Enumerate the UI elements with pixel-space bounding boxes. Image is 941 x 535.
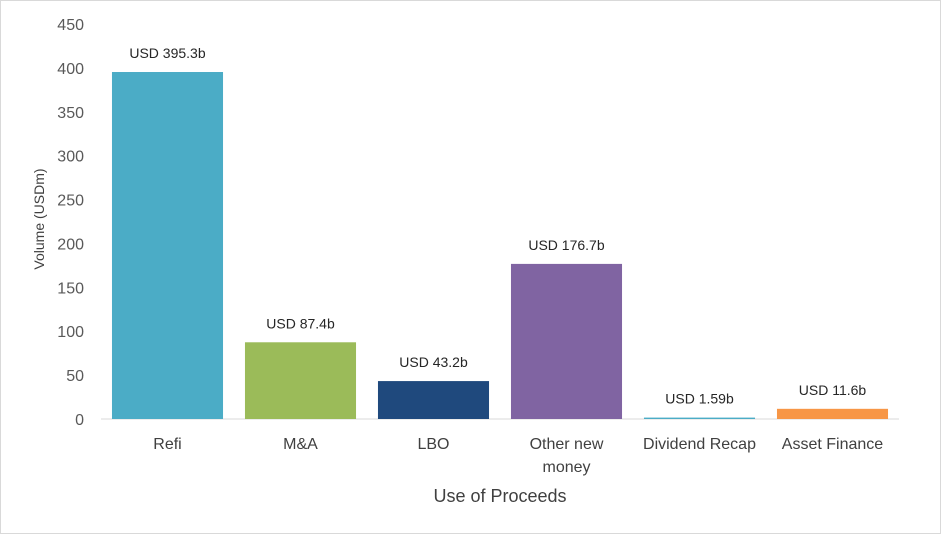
y-tick-label: 250 — [57, 193, 84, 210]
y-tick-label: 150 — [57, 280, 84, 297]
bar — [111, 72, 224, 420]
y-tick-label: 400 — [57, 61, 84, 78]
data-label: USD 11.6b — [799, 382, 867, 398]
x-category-label: Other new money — [530, 436, 604, 476]
x-category-label: Asset Finance — [782, 436, 883, 453]
x-category-label: Dividend Recap — [643, 436, 756, 453]
data-label: USD 1.59b — [665, 391, 734, 407]
x-category-label: LBO — [417, 436, 449, 453]
y-tick-label: 200 — [57, 236, 84, 253]
y-tick-label: 50 — [66, 368, 84, 385]
data-label: USD 395.3b — [129, 45, 205, 61]
x-category-label: M&A — [283, 436, 318, 453]
y-axis-title: Volume (USDm) — [31, 168, 47, 269]
y-tick-label: 100 — [57, 324, 84, 341]
bar — [377, 381, 490, 419]
bar — [776, 408, 889, 419]
y-tick-label: 300 — [57, 149, 84, 166]
data-label: USD 43.2b — [399, 354, 468, 370]
x-category-label: Refi — [153, 436, 181, 453]
bar — [510, 263, 623, 419]
data-labels: USD 395.3b USD 87.4b USD 43.2b USD 176.7b US… — [129, 45, 866, 407]
x-axis-categories: Refi M&A LBO Other new money Dividend Recap As… — [153, 436, 883, 476]
bar — [244, 342, 357, 419]
bars — [111, 72, 889, 420]
y-tick-label: 450 — [57, 17, 84, 34]
x-axis-title: Use of Proceeds — [433, 486, 566, 506]
y-tick-label: 350 — [57, 105, 84, 122]
bar — [643, 417, 756, 419]
y-tick-label: 0 — [75, 412, 84, 429]
data-label: USD 176.7b — [528, 237, 604, 253]
data-label: USD 87.4b — [266, 315, 335, 331]
y-axis-ticks: 0 50 100 150 200 250 300 350 400 450 — [57, 17, 84, 429]
